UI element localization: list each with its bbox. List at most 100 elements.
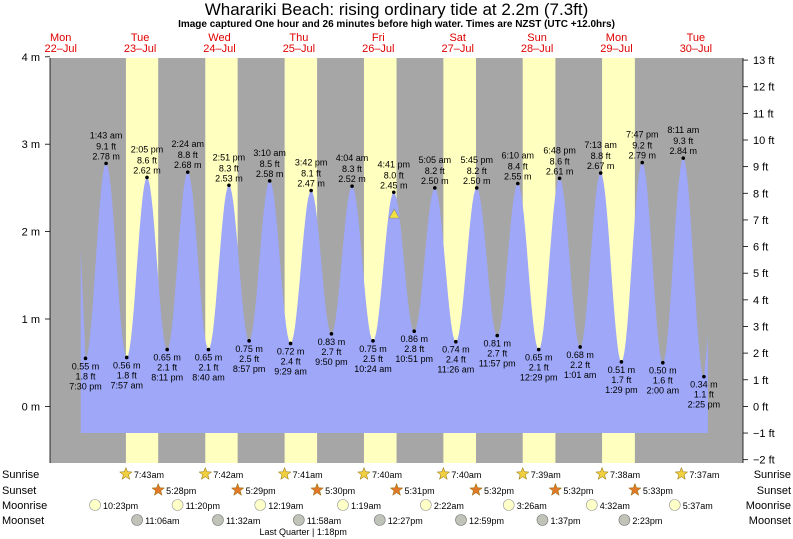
high-tide-ft: 8.4 ft bbox=[508, 162, 529, 172]
moonrise-time: 5:37am bbox=[683, 501, 713, 511]
y-tick-label-ft: −1 ft bbox=[753, 428, 775, 440]
moonset-icon bbox=[455, 514, 467, 526]
moonset-icon bbox=[212, 514, 224, 526]
low-tide-time: 1:29 pm bbox=[605, 385, 638, 395]
high-tide-point bbox=[681, 156, 686, 160]
low-tide-ft: 2.5 ft bbox=[363, 354, 384, 364]
low-tide-point bbox=[247, 339, 251, 343]
moonset-time: 12:59pm bbox=[469, 516, 504, 526]
high-tide-ft: 9.2 ft bbox=[632, 141, 653, 151]
sunset-time: 5:30pm bbox=[325, 486, 355, 496]
low-tide-ft: 1.8 ft bbox=[117, 370, 138, 380]
sunrise-star-icon bbox=[198, 466, 213, 480]
sunrise-star-icon bbox=[436, 466, 451, 480]
high-tide-ft: 8.6 ft bbox=[137, 155, 158, 165]
sunrise-star-icon bbox=[515, 466, 530, 480]
y-tick-label-m: 3 m bbox=[22, 139, 40, 151]
low-tide-time: 11:26 am bbox=[437, 365, 474, 375]
sunset-star-icon bbox=[628, 482, 642, 496]
y-tick-label-ft: 8 ft bbox=[753, 188, 768, 200]
sunrise-row-label-left: Sunrise bbox=[2, 469, 39, 481]
y-tick-label-ft: 11 ft bbox=[753, 108, 774, 120]
high-tide-m: 2.58 m bbox=[256, 169, 284, 179]
sunrise-star-icon bbox=[674, 466, 689, 480]
high-tide-ft: 8.5 ft bbox=[260, 159, 281, 169]
high-tide-time: 5:45 pm bbox=[460, 155, 493, 165]
high-tide-time: 1:43 am bbox=[90, 130, 123, 140]
moonset-row-label-left: Moonset bbox=[2, 515, 44, 527]
low-tide-m: 0.34 m bbox=[690, 380, 718, 390]
low-tide-ft: 2.5 ft bbox=[239, 354, 260, 364]
low-tide-point bbox=[288, 341, 293, 346]
low-tide-time: 8:11 pm bbox=[151, 373, 183, 383]
low-tide-m: 0.68 m bbox=[566, 350, 594, 360]
high-tide-point bbox=[515, 181, 520, 186]
low-tide-point bbox=[165, 347, 169, 352]
low-tide-ft: 2.2 ft bbox=[570, 360, 591, 370]
high-tide-time: 4:04 am bbox=[336, 153, 369, 163]
low-tide-point bbox=[454, 339, 458, 344]
moonset-time: 11:32am bbox=[226, 516, 260, 526]
low-tide-ft: 2.7 ft bbox=[487, 349, 508, 359]
high-tide-m: 2.84 m bbox=[670, 146, 698, 156]
moonrise-icon bbox=[668, 499, 681, 511]
low-tide-ft: 1.1 ft bbox=[694, 390, 715, 400]
sunset-time: 5:31pm bbox=[405, 486, 435, 496]
moonrise-time: 1:19am bbox=[351, 501, 381, 511]
sunset-time: 5:33pm bbox=[643, 486, 673, 496]
low-tide-point bbox=[83, 356, 88, 361]
day-date-label: 26–Jul bbox=[362, 43, 394, 55]
chart-title: Wharariki Beach: rising ordinary tide at… bbox=[204, 0, 589, 19]
low-tide-ft: 1.6 ft bbox=[653, 376, 674, 386]
high-tide-ft: 8.8 ft bbox=[178, 150, 199, 160]
tide-area bbox=[80, 158, 708, 433]
sunset-row-label-left: Sunset bbox=[2, 485, 36, 497]
low-tide-m: 0.65 m bbox=[153, 353, 181, 363]
low-tide-time: 8:40 am bbox=[192, 373, 225, 383]
low-tide-m: 0.50 m bbox=[649, 366, 677, 376]
y-tick-label-ft: 10 ft bbox=[753, 135, 774, 147]
moonset-time: 12:27pm bbox=[388, 516, 423, 526]
y-tick-label-ft: −2 ft bbox=[753, 455, 775, 467]
high-tide-m: 2.78 m bbox=[92, 151, 120, 161]
day-date-label: 22–Jul bbox=[44, 43, 76, 55]
moonset-icon bbox=[131, 514, 143, 526]
low-tide-m: 0.81 m bbox=[483, 339, 511, 349]
low-tide-time: 10:51 pm bbox=[395, 354, 433, 364]
sunset-time: 5:32pm bbox=[563, 486, 593, 496]
moonset-icon bbox=[373, 514, 386, 526]
high-tide-m: 2.55 m bbox=[504, 172, 532, 182]
moonrise-icon bbox=[502, 499, 515, 511]
low-tide-time: 1:01 am bbox=[564, 370, 597, 380]
high-tide-ft: 8.8 ft bbox=[591, 151, 612, 161]
low-tide-ft: 2.4 ft bbox=[446, 355, 467, 365]
moonset-icon bbox=[618, 514, 631, 526]
high-tide-m: 2.62 m bbox=[133, 165, 161, 175]
moonrise-time: 2:22am bbox=[434, 501, 464, 511]
y-tick-label-m: 4 m bbox=[22, 52, 40, 64]
sunset-row-label-right: Sunset bbox=[757, 485, 791, 497]
day-date-label: 29–Jul bbox=[600, 43, 632, 55]
y-tick-label-m: 2 m bbox=[22, 227, 40, 239]
moonrise-icon bbox=[171, 499, 184, 511]
high-tide-point bbox=[145, 175, 149, 180]
moonrise-icon bbox=[337, 499, 349, 511]
high-tide-point bbox=[185, 170, 190, 174]
high-tide-ft: 8.2 ft bbox=[467, 166, 488, 176]
moonrise-icon bbox=[89, 499, 101, 511]
high-tide-m: 2.50 m bbox=[421, 176, 449, 186]
high-tide-ft: 9.1 ft bbox=[96, 141, 117, 151]
low-tide-time: 9:50 pm bbox=[315, 357, 348, 367]
high-tide-point bbox=[474, 186, 479, 190]
high-tide-point bbox=[267, 179, 272, 183]
moonset-icon bbox=[292, 514, 305, 526]
y-tick-label-ft: 13 ft bbox=[753, 55, 774, 67]
low-tide-point bbox=[619, 360, 624, 364]
current-tide-marker bbox=[388, 208, 400, 219]
low-tide-m: 0.65 m bbox=[195, 353, 223, 363]
low-tide-m: 0.83 m bbox=[318, 337, 346, 347]
low-tide-ft: 2.7 ft bbox=[321, 347, 342, 357]
low-tide-time: 7:30 pm bbox=[69, 381, 102, 391]
y-tick-label-ft: 2 ft bbox=[753, 348, 768, 360]
